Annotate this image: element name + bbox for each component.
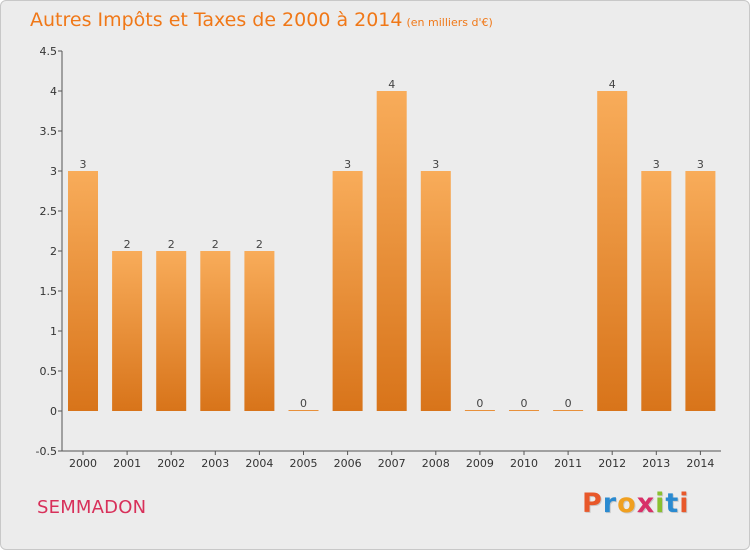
x-tick-label: 2004 — [245, 457, 273, 470]
x-tick-label: 2003 — [201, 457, 229, 470]
x-tick-label: 2012 — [598, 457, 626, 470]
bar-value-label: 3 — [697, 158, 704, 171]
y-tick-label: 0.5 — [40, 365, 58, 378]
x-tick-label: 2011 — [554, 457, 582, 470]
chart-title: Autres Impôts et Taxes de 2000 à 2014 (en… — [30, 9, 493, 31]
y-tick-label: 1.5 — [40, 285, 58, 298]
y-tick-label: 1 — [50, 325, 57, 338]
bar — [244, 251, 275, 411]
x-tick-label: 2008 — [422, 457, 450, 470]
bar — [200, 251, 231, 411]
y-tick-label: 0 — [50, 405, 57, 418]
x-tick-label: 2013 — [642, 457, 670, 470]
x-tick-label: 2005 — [290, 457, 318, 470]
bar-value-label: 2 — [124, 238, 131, 251]
bar-value-label: 3 — [432, 158, 439, 171]
bar — [112, 251, 143, 411]
y-tick-label: 4.5 — [40, 45, 58, 58]
x-tick-label: 2000 — [69, 457, 97, 470]
bar-value-label: 0 — [476, 397, 483, 410]
bar-value-label: 0 — [565, 397, 572, 410]
bar — [68, 171, 98, 411]
bar — [597, 91, 628, 411]
bar-value-label: 2 — [256, 238, 263, 251]
bar — [464, 410, 495, 411]
y-tick-label: 2 — [50, 245, 57, 258]
x-tick-label: 2002 — [157, 457, 185, 470]
bar-value-label: 0 — [300, 397, 307, 410]
bar — [156, 251, 187, 411]
bar-value-label: 2 — [168, 238, 175, 251]
y-tick-label: 4 — [50, 85, 57, 98]
x-tick-label: 2010 — [510, 457, 538, 470]
chart-title-unit: (en milliers d'€) — [406, 16, 493, 29]
y-tick-label: -0.5 — [36, 445, 57, 458]
bar-value-label: 2 — [212, 238, 219, 251]
bar — [641, 171, 672, 411]
bar-value-label: 0 — [521, 397, 528, 410]
y-tick-label: 3.5 — [40, 125, 58, 138]
bar — [685, 171, 716, 411]
bar — [376, 91, 407, 411]
x-tick-label: 2007 — [378, 457, 406, 470]
commune-name: SEMMADON — [37, 497, 147, 518]
bar-value-label: 3 — [344, 158, 351, 171]
bar — [509, 410, 539, 411]
x-tick-label: 2014 — [686, 457, 714, 470]
proxiti-logo: Proxiti — [582, 488, 690, 519]
bar — [288, 410, 319, 411]
x-tick-label: 2001 — [113, 457, 141, 470]
x-tick-label: 2006 — [334, 457, 362, 470]
bar-value-label: 3 — [653, 158, 660, 171]
bar — [332, 171, 363, 411]
x-tick-label: 2009 — [466, 457, 494, 470]
y-tick-label: 2.5 — [40, 205, 58, 218]
bar — [553, 410, 584, 411]
bar-value-label: 3 — [80, 158, 87, 171]
chart-title-text: Autres Impôts et Taxes de 2000 à 2014 — [30, 9, 403, 31]
bar — [420, 171, 451, 411]
bar-value-label: 4 — [388, 78, 395, 91]
bar-value-label: 4 — [609, 78, 616, 91]
y-tick-label: 3 — [50, 165, 57, 178]
